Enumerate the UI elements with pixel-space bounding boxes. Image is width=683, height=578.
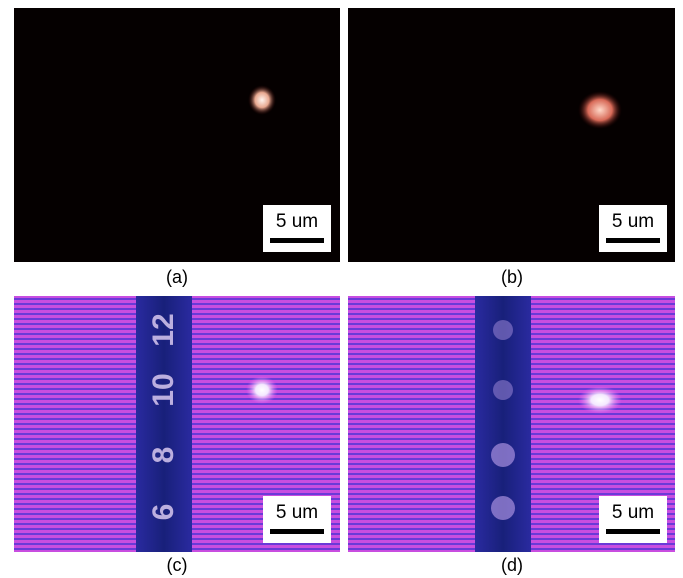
scale-bar <box>606 529 660 534</box>
panel-d: 5 um (d) <box>348 296 675 575</box>
scale-bar <box>270 529 324 534</box>
panel-c: 6 8 10 12 5 um (c) <box>14 296 340 575</box>
spot <box>246 376 278 404</box>
scale-label: 5 um <box>276 502 318 523</box>
panel-label: (d) <box>501 555 523 575</box>
scale-bar <box>606 238 660 243</box>
spot <box>578 386 622 414</box>
scale-bar <box>270 238 324 243</box>
marking: 8 <box>147 447 180 464</box>
blur-mark <box>493 380 513 400</box>
scale-label: 5 um <box>276 211 318 232</box>
panel-label: (c) <box>167 555 188 575</box>
spot <box>578 91 622 129</box>
blur-mark <box>493 320 513 340</box>
panel-label: (b) <box>501 267 523 287</box>
marking: 10 <box>147 373 180 406</box>
marking: 6 <box>147 504 180 521</box>
panel-label: (a) <box>166 267 188 287</box>
spot <box>248 85 276 115</box>
blur-mark <box>491 443 515 467</box>
scale-label: 5 um <box>612 211 654 232</box>
panel-a: 5 um (a) <box>14 8 340 287</box>
blur-mark <box>491 496 515 520</box>
panel-b: 5 um (b) <box>348 8 675 287</box>
scale-label: 5 um <box>612 502 654 523</box>
marking: 12 <box>147 313 180 346</box>
figure: 5 um (a) 5 um (b) 6 8 10 12 5 um (c) 5 u <box>0 0 683 578</box>
